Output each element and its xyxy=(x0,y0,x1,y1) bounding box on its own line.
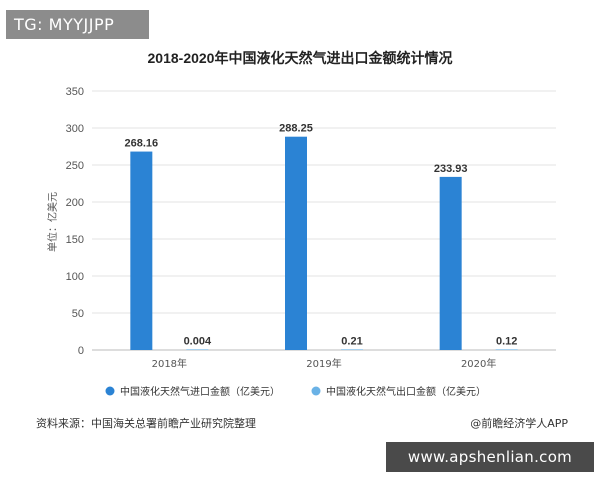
credit: @前瞻经济学人APP xyxy=(470,416,568,430)
data-label: 233.93 xyxy=(434,163,468,175)
data-label: 268.16 xyxy=(125,138,159,150)
legend-label: 中国液化天然气出口金额（亿美元） xyxy=(326,385,486,398)
import-bar xyxy=(130,151,153,350)
gridlines xyxy=(92,90,556,351)
y-tick-label: 350 xyxy=(66,86,84,98)
y-tick-labels: 0 50 100 150 200 250 300 350 xyxy=(66,86,84,357)
x-tick-labels: 2018年 2019年 2020年 xyxy=(152,357,497,370)
x-tick-label: 2019年 xyxy=(306,357,341,370)
watermark-badge: TG: MYYJJPP xyxy=(6,10,149,39)
x-tick-label: 2018年 xyxy=(152,357,187,370)
data-label: 0.004 xyxy=(184,335,212,347)
export-bar xyxy=(186,349,209,350)
export-bar xyxy=(341,349,363,350)
y-tick-label: 100 xyxy=(66,271,84,283)
source-note: 资料来源：中国海关总署前瞻产业研究院整理 xyxy=(36,416,256,430)
legend-label: 中国液化天然气进口金额（亿美元） xyxy=(120,385,280,398)
site-watermark: www.apshenlian.com xyxy=(386,442,594,472)
y-tick-label: 300 xyxy=(66,123,84,135)
bars: 268.16 0.004 288.25 0.21 233.93 0.12 xyxy=(125,123,518,350)
y-tick-label: 250 xyxy=(66,160,84,172)
y-tick-label: 0 xyxy=(78,345,84,357)
y-tick-label: 200 xyxy=(66,197,84,209)
data-label: 0.21 xyxy=(341,335,362,347)
legend: 中国液化天然气进口金额（亿美元） 中国液化天然气出口金额（亿美元） xyxy=(105,385,486,398)
y-axis-label: 单位：亿美元 xyxy=(46,192,59,252)
import-bar xyxy=(285,136,307,350)
data-label: 288.25 xyxy=(279,123,313,135)
x-tick-label: 2020年 xyxy=(461,357,496,370)
y-tick-label: 150 xyxy=(66,234,84,246)
import-bar xyxy=(439,176,462,350)
y-tick-label: 50 xyxy=(72,308,84,320)
chart-title: 2018-2020年中国液化天然气进出口金额统计情况 xyxy=(148,50,453,66)
data-label: 0.12 xyxy=(496,335,517,347)
legend-marker-import xyxy=(105,386,115,396)
legend-marker-export xyxy=(311,386,321,396)
export-bar xyxy=(495,349,518,350)
